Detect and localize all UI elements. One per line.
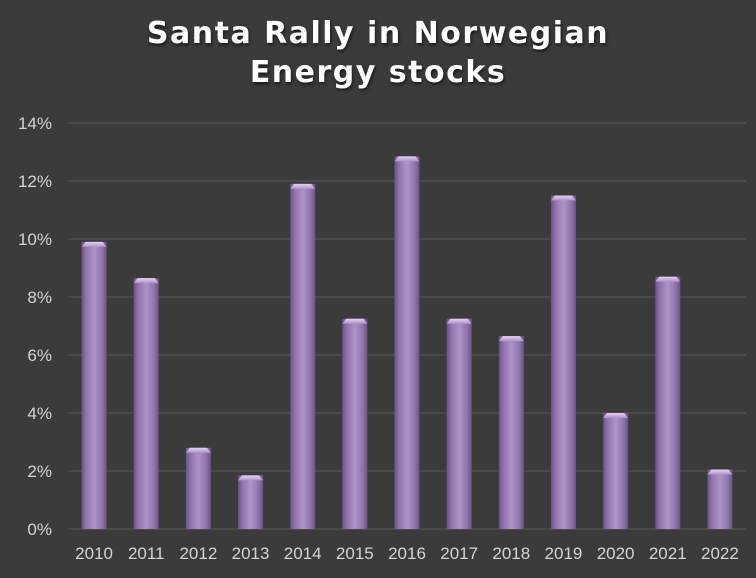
x-tick-label-2022: 2022: [701, 544, 739, 563]
y-tick-label-2: 2%: [27, 462, 52, 481]
bar-body-2016: [394, 156, 420, 529]
bar-body-2020: [603, 413, 629, 529]
bar-2015: [342, 318, 368, 529]
bar-body-2018: [498, 336, 524, 529]
bar-cap-2011: [133, 278, 159, 284]
x-tick-label-2015: 2015: [336, 544, 374, 563]
x-tick-label-2018: 2018: [492, 544, 530, 563]
bar-2010: [81, 241, 107, 529]
bar-cap-2022: [707, 469, 733, 475]
y-tick-label-10: 10%: [18, 230, 52, 249]
bar-2012: [185, 447, 211, 529]
y-tick-label-6: 6%: [27, 346, 52, 365]
x-tick-label-2021: 2021: [649, 544, 687, 563]
y-tick-label-8: 8%: [27, 288, 52, 307]
chart-title-line-1: Santa Rally in Norwegian: [146, 16, 610, 51]
x-tick-label-2012: 2012: [179, 544, 217, 563]
x-tick-label-2014: 2014: [284, 544, 322, 563]
y-tick-label-12: 12%: [18, 172, 52, 191]
bar-2018: [498, 336, 524, 529]
bar-cap-2020: [603, 413, 629, 418]
x-tick-label-2011: 2011: [128, 544, 165, 563]
x-tick-label-2020: 2020: [597, 544, 635, 563]
bar-cap-2016: [394, 156, 420, 162]
bar-cap-2012: [185, 447, 211, 453]
bar-body-2014: [290, 183, 316, 529]
bar-2021: [655, 276, 681, 529]
y-tick-label-0: 0%: [27, 520, 52, 539]
x-tick-label-2016: 2016: [388, 544, 426, 563]
bar-body-2021: [655, 276, 681, 529]
bar-cap-2013: [238, 475, 264, 481]
bar-2019: [550, 195, 576, 529]
bar-cap-2019: [550, 195, 576, 201]
x-tick-label-2017: 2017: [440, 544, 478, 563]
bar-body-2010: [81, 241, 107, 529]
bar-2022: [707, 469, 733, 529]
bar-2014: [290, 183, 316, 529]
bar-body-2022: [707, 469, 733, 529]
y-tick-label-4: 4%: [27, 404, 52, 423]
bar-cap-2021: [655, 276, 681, 282]
bar-cap-2015: [342, 318, 368, 324]
chart-title: Santa Rally in Norwegian Energy stocks: [0, 14, 756, 92]
bar-cap-2010: [81, 241, 107, 247]
x-tick-label-2010: 2010: [75, 544, 113, 563]
bar-2020: [603, 413, 629, 529]
bar-body-2011: [133, 278, 159, 529]
bar-2013: [238, 475, 264, 529]
y-tick-label-14: 14%: [18, 114, 52, 133]
bar-2016: [394, 156, 420, 529]
x-tick-label-2019: 2019: [545, 544, 583, 563]
bar-cap-2017: [446, 318, 472, 324]
bar-body-2015: [342, 318, 368, 529]
bar-body-2019: [550, 195, 576, 529]
bar-2017: [446, 318, 472, 529]
bar-cap-2014: [290, 183, 316, 189]
bar-cap-2018: [498, 336, 524, 342]
chart-title-line-2: Energy stocks: [249, 55, 507, 90]
bar-body-2017: [446, 318, 472, 529]
bar-2011: [133, 278, 159, 529]
x-tick-label-2013: 2013: [232, 544, 270, 563]
bar-body-2013: [238, 475, 264, 529]
bar-body-2012: [185, 447, 211, 529]
